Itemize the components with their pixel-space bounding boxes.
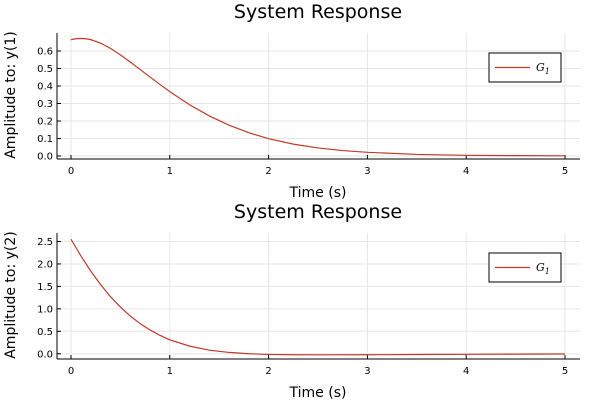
y-tick-label: 0.5 (37, 64, 53, 75)
chart-2-legend: G1 (488, 252, 562, 283)
chart-panel-1: System Response Time (s) Amplitude to: y… (3, 1, 580, 201)
y-tick-label: 0.0 (37, 152, 53, 163)
x-tick-label: 1 (167, 366, 173, 377)
y-tick-label: 1.5 (37, 282, 53, 293)
chart-1-ticks: 0 1 2 3 4 5 0.0 0.1 0.2 0.3 0.4 0.5 0.6 (37, 47, 568, 178)
legend-2-name: G (536, 261, 545, 274)
y-tick-label: 2.0 (37, 259, 53, 270)
y-tick-label: 0.1 (37, 134, 53, 145)
x-tick-label: 3 (364, 166, 370, 177)
chart-1-series (70, 37, 566, 157)
x-tick-label: 2 (265, 366, 271, 377)
y-tick-label: 0.2 (37, 117, 53, 128)
chart-1-xlabel: Time (s) (289, 185, 347, 201)
y-tick-label: 0.5 (37, 327, 53, 338)
x-tick-label: 5 (562, 166, 568, 177)
y-tick-label: 2.5 (37, 237, 53, 248)
series-line-g1 (70, 37, 566, 157)
chart-2-title: System Response (234, 201, 402, 223)
chart-2-ticks: 0 1 2 3 4 5 0.0 0.5 1.0 1.5 2.0 2.5 (37, 237, 568, 377)
chart-2-legend-label: G1 (536, 261, 550, 276)
chart-2-xlabel: Time (s) (289, 385, 347, 400)
x-tick-label: 3 (364, 366, 370, 377)
x-tick-label: 2 (265, 166, 271, 177)
chart-1-title: System Response (234, 1, 402, 23)
y-tick-label: 0.4 (37, 82, 53, 93)
chart-1-grid (57, 33, 580, 159)
chart-2-series (70, 238, 566, 356)
x-tick-label: 0 (68, 366, 74, 377)
chart-1-axes (56, 33, 580, 160)
y-tick-label: 0.3 (37, 99, 53, 110)
legend-subscript: 1 (545, 67, 550, 76)
x-tick-label: 4 (463, 166, 469, 177)
x-tick-label: 5 (562, 366, 568, 377)
y-tick-label: 0.6 (37, 47, 53, 58)
x-tick-label: 0 (68, 166, 74, 177)
chart-2-ylabel: Amplitude to: y(2) (3, 231, 19, 359)
series-line-g1 (70, 238, 566, 356)
legend-1-name: G (536, 61, 545, 74)
legend-subscript: 1 (545, 267, 550, 276)
y-tick-label: 1.0 (37, 304, 53, 315)
chart-1-ylabel: Amplitude to: y(1) (3, 31, 19, 159)
x-tick-label: 1 (167, 166, 173, 177)
y-tick-label: 0.0 (37, 349, 53, 360)
chart-1-legend: G1 (488, 52, 562, 83)
chart-2-axes (56, 233, 580, 360)
chart-panel-2: System Response Time (s) Amplitude to: y… (3, 201, 580, 400)
x-tick-label: 4 (463, 366, 469, 377)
chart-2-grid (57, 233, 580, 359)
chart-1-legend-label: G1 (536, 61, 550, 76)
